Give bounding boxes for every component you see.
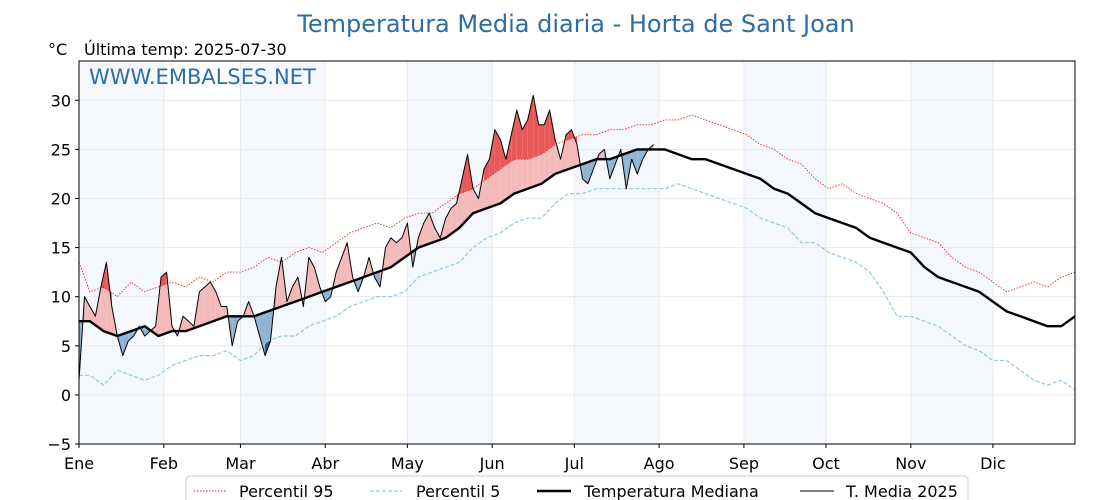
anomaly-fill-above <box>314 267 320 295</box>
anomaly-fill-above <box>276 257 282 309</box>
month-band <box>79 61 164 444</box>
anomaly-fill-above <box>199 286 205 327</box>
anomaly-fill-extreme <box>527 95 534 160</box>
x-tick-label: Nov <box>895 454 926 473</box>
x-axis: Ene Feb Mar Abr May Jun Jul Ago Sep Oct Nov Dic <box>64 444 1006 473</box>
anomaly-fill-above <box>555 139 561 174</box>
watermark: WWW.EMBALSES.NET <box>89 65 316 89</box>
x-tick-label: Sep <box>729 454 759 473</box>
y-axis: −5 0 5 10 15 20 25 30 <box>47 91 79 454</box>
month-band <box>407 61 493 444</box>
anomaly-fill-extreme <box>489 129 495 177</box>
x-tick-label: Ene <box>64 454 94 473</box>
anomaly-fill-extreme <box>494 129 501 173</box>
y-tick-label: 5 <box>61 337 71 356</box>
y-tick-label: 30 <box>51 91 71 110</box>
anomaly-fill-above <box>341 242 348 285</box>
anomaly-fill-extreme <box>161 272 167 286</box>
anomaly-fill-extreme <box>483 159 490 181</box>
y-tick-label: 10 <box>51 288 71 307</box>
legend-label-p5: Percentil 5 <box>416 482 500 500</box>
line-percentil-95 <box>78 114 1076 298</box>
anomaly-fill-extreme <box>566 129 572 141</box>
unit-label: °C <box>48 40 67 59</box>
anomaly-fill-above <box>396 237 402 264</box>
legend-label-p95: Percentil 95 <box>239 482 334 500</box>
anomaly-fill-extreme <box>538 124 545 156</box>
legend-box <box>185 475 969 500</box>
anomaly-fill-extreme <box>462 154 468 193</box>
anomaly-fill-above <box>161 272 167 335</box>
anomaly-fill-below <box>374 271 380 287</box>
month-band <box>240 61 326 444</box>
anomaly-fill-extreme <box>533 95 539 158</box>
anomaly-fill-above <box>292 277 298 303</box>
month-band <box>910 61 993 444</box>
y-tick-label: 0 <box>61 386 71 405</box>
anomaly-fill-above <box>451 203 457 234</box>
line-media-2025 <box>78 94 654 381</box>
anomaly-fill-above <box>390 237 397 268</box>
anomaly-fill-below <box>582 162 588 184</box>
anomaly-fill-extreme <box>511 110 517 162</box>
month-band <box>743 61 826 444</box>
anomaly-fill-above <box>95 286 101 330</box>
legend-label-median: Temperatura Mediana <box>583 482 759 500</box>
anomaly-fill-above <box>560 134 567 172</box>
anomaly-fill-above <box>429 213 435 244</box>
anomaly-fill-above <box>401 223 408 260</box>
chart-title: Temperatura Media diaria - Horta de Sant… <box>296 10 854 38</box>
anomaly-fill-above <box>204 281 211 325</box>
anomaly-fill-above <box>478 169 484 212</box>
anomaly-fill-extreme <box>522 119 528 160</box>
y-tick-label: 20 <box>51 189 71 208</box>
anomaly-fill-extreme <box>516 110 523 160</box>
last-temp-label: Última temp: 2025-07-30 <box>84 40 287 59</box>
anomaly-fill-below <box>122 332 129 356</box>
anomaly-fill-above <box>571 129 577 169</box>
anomaly-fill-above <box>308 257 315 297</box>
x-tick-label: Abr <box>311 454 339 473</box>
x-tick-label: Feb <box>150 454 178 473</box>
anomaly-fill-extreme <box>544 110 550 153</box>
x-tick-label: Oct <box>812 454 840 473</box>
anomaly-fill-below <box>609 157 616 179</box>
x-tick-label: Jul <box>564 454 584 473</box>
y-tick-label: −5 <box>47 435 71 454</box>
anomaly-fill-above <box>215 291 222 321</box>
x-tick-label: Dic <box>980 454 1006 473</box>
x-tick-label: Mar <box>225 454 256 473</box>
legend: Percentil 95 Percentil 5 Temperatura Med… <box>185 475 969 500</box>
y-tick-label: 25 <box>51 140 71 159</box>
anomaly-fill-below <box>325 288 331 302</box>
anomaly-fill-below <box>587 160 594 184</box>
legend-label-2025: T. Media 2025 <box>845 482 958 500</box>
anomaly-fill-extreme <box>500 139 506 170</box>
anomaly-fill-above <box>336 257 342 287</box>
anomaly-fill-below <box>637 149 643 174</box>
plot-frame <box>78 60 1076 445</box>
month-bands <box>79 61 993 444</box>
anomaly-fill-above <box>84 296 90 322</box>
anomaly-fill-above <box>221 306 227 319</box>
anomaly-fill-above <box>598 149 605 160</box>
x-tick-label: May <box>391 454 424 473</box>
month-band <box>574 61 660 444</box>
x-tick-label: Jun <box>479 454 505 473</box>
y-tick-label: 15 <box>51 239 71 258</box>
anomaly-fill-above <box>89 306 96 326</box>
anomaly-fill-above <box>210 281 216 323</box>
series-lines <box>78 94 1076 391</box>
anomaly-fill-above <box>418 223 424 248</box>
anomaly-fill-below <box>631 149 638 174</box>
anomaly-fill-above <box>473 188 479 214</box>
x-tick-label: Ago <box>644 454 675 473</box>
